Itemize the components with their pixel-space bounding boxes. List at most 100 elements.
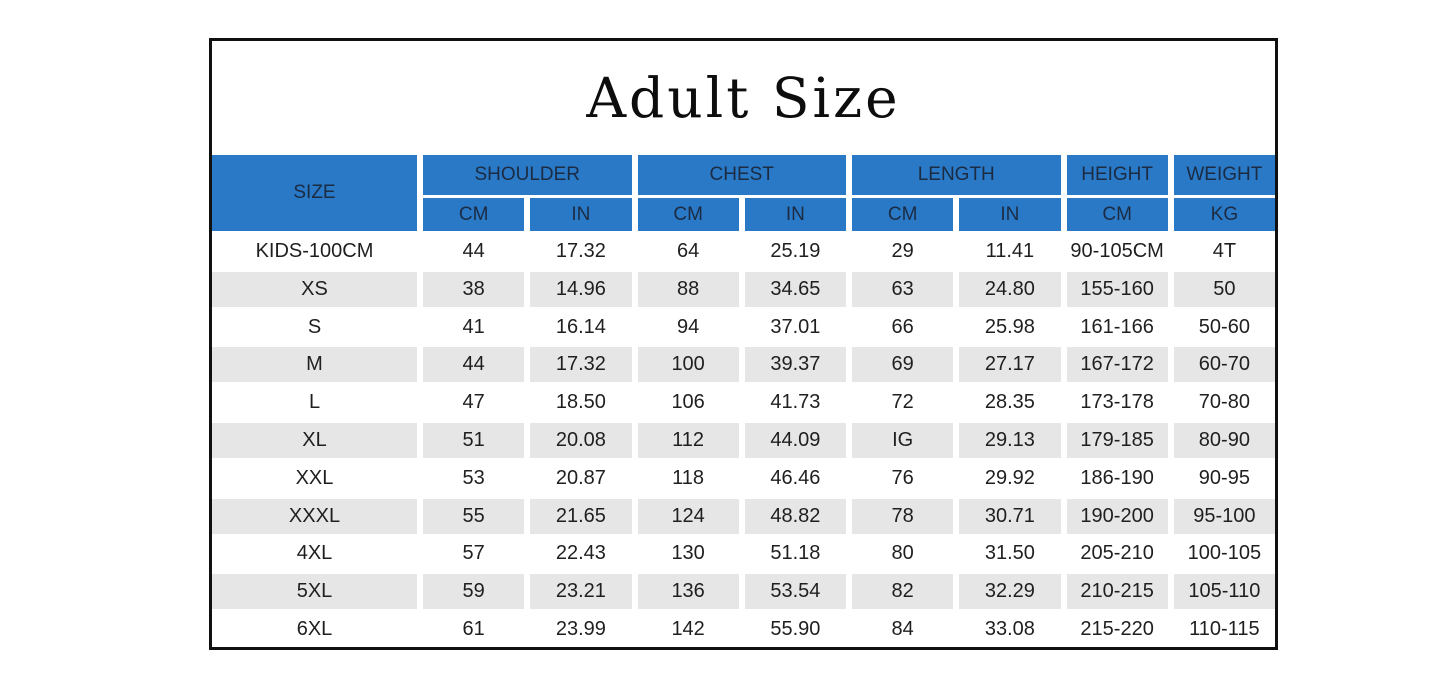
table-cell: 100-105: [1187, 542, 1262, 565]
table-cell: 25.19: [770, 239, 821, 262]
unit-header-cm: CM: [637, 198, 739, 231]
table-cell: 142: [671, 618, 705, 641]
table-cell: 27.17: [959, 347, 1061, 383]
table-cell: 64: [677, 239, 700, 262]
table-cell: 29: [891, 239, 914, 262]
table-cell: 22.43: [555, 542, 606, 565]
table-cell: 11.41: [985, 239, 1035, 262]
table-cell: 37.01: [770, 315, 821, 338]
table-cell: 215-220: [1080, 618, 1154, 641]
table-cell: 33.08: [984, 618, 1035, 641]
table-cell: 186-190: [1080, 466, 1154, 489]
size-row-label: KIDS-100CM: [255, 239, 374, 262]
size-row-label: 6XL: [296, 618, 333, 641]
table-cell: 28.35: [984, 391, 1035, 414]
table-cell: 63: [852, 271, 954, 307]
size-row-label: 4XL: [296, 542, 333, 565]
table-cell: 69: [852, 347, 954, 383]
table-cell: 167-172: [1066, 347, 1168, 383]
table-cell: 60-70: [1173, 347, 1275, 383]
table-cell: 72: [891, 391, 914, 414]
table-cell: 61: [462, 618, 485, 641]
table-cell: 95-100: [1173, 498, 1275, 534]
unit-header-in: IN: [959, 198, 1061, 231]
table-cell: 179-185: [1066, 423, 1168, 458]
size-row-label: M: [212, 347, 417, 383]
table-cell: 110-115: [1189, 618, 1260, 641]
table-cell: 173-178: [1080, 391, 1154, 414]
table-cell: 106: [671, 391, 705, 414]
table-cell: IG: [852, 423, 954, 458]
table-cell: 50: [1173, 271, 1275, 307]
table-cell: 21.65: [530, 498, 632, 534]
unit-header-cm: CM: [423, 198, 525, 231]
table-cell: 14.96: [530, 271, 632, 307]
table-cell: 29.92: [984, 466, 1035, 489]
unit-header-cm: CM: [1066, 198, 1168, 231]
table-cell: 112: [637, 423, 739, 458]
table-cell: 44: [462, 239, 485, 262]
table-cell: 80-90: [1173, 423, 1275, 458]
table-cell: 41: [462, 315, 485, 338]
size-row-label: XS: [212, 271, 417, 307]
size-chart-panel: Adult Size SIZE SHOULDER CHEST LENGTH HEIGH…: [209, 38, 1278, 650]
table-cell: 76: [891, 466, 914, 489]
table-cell: 44.09: [744, 423, 846, 458]
table-cell: 130: [671, 542, 705, 565]
table-cell: 70-80: [1198, 391, 1250, 414]
table-cell: 66: [891, 315, 914, 338]
table-cell: 23.99: [555, 618, 606, 641]
table-cell: 48.82: [744, 498, 846, 534]
table-cell: 190-200: [1066, 498, 1168, 534]
table-cell: 136: [637, 574, 739, 610]
table-cell: 205-210: [1080, 542, 1154, 565]
table-cell: 20.08: [530, 423, 632, 458]
table-cell: 78: [852, 498, 954, 534]
group-header-weight: WEIGHT: [1173, 155, 1275, 195]
table-cell: 118: [672, 466, 705, 489]
table-cell: 32.29: [959, 574, 1061, 610]
unit-header-kg: KG: [1173, 198, 1275, 231]
unit-header-in: IN: [530, 198, 632, 231]
title-area: Adult Size: [212, 41, 1275, 155]
table-cell: 41.73: [770, 391, 821, 414]
size-row-label: S: [307, 315, 322, 338]
table-cell: 210-215: [1066, 574, 1168, 610]
size-row-label: XL: [212, 423, 417, 458]
table-cell: 51.18: [770, 542, 821, 565]
table-cell: 100: [637, 347, 739, 383]
table-cell: 47: [462, 391, 485, 414]
table-cell: 17.32: [530, 347, 632, 383]
table-cell: 46.46: [770, 466, 821, 489]
table-cell: 59: [423, 574, 525, 610]
page-title: Adult Size: [586, 66, 901, 130]
group-header-shoulder: SHOULDER: [423, 155, 632, 195]
table-cell: 18.50: [555, 391, 606, 414]
size-table: SIZE SHOULDER CHEST LENGTH HEIGHT WEIGHT CM IN…: [212, 155, 1275, 647]
table-cell: 82: [852, 574, 954, 610]
table-cell: 4T: [1212, 239, 1237, 262]
table-cell: 29.13: [959, 423, 1061, 458]
table-cell: 51: [423, 423, 525, 458]
table-cell: 17.32: [555, 239, 606, 262]
group-header-chest: CHEST: [637, 155, 846, 195]
table-cell: 57: [462, 542, 485, 565]
table-cell: 161-166: [1080, 315, 1154, 338]
table-cell: 30.71: [959, 498, 1061, 534]
table-cell: 44: [423, 347, 525, 383]
table-cell: 90-95: [1198, 466, 1250, 489]
table-cell: 88: [637, 271, 739, 307]
table-cell: 39.37: [744, 347, 846, 383]
table-cell: 90-105CM: [1070, 239, 1164, 262]
table-cell: 53.54: [744, 574, 846, 610]
size-row-label: XXL: [295, 466, 334, 489]
table-cell: 16.14: [555, 315, 606, 338]
table-cell: 20.87: [555, 466, 606, 489]
table-cell: 53: [462, 466, 485, 489]
table-cell: 80: [891, 542, 914, 565]
size-row-label: 5XL: [212, 574, 417, 610]
size-row-label: L: [308, 391, 321, 414]
unit-header-in: IN: [744, 198, 846, 231]
size-row-label: XXXL: [212, 498, 417, 534]
table-cell: 105-110: [1173, 574, 1275, 610]
